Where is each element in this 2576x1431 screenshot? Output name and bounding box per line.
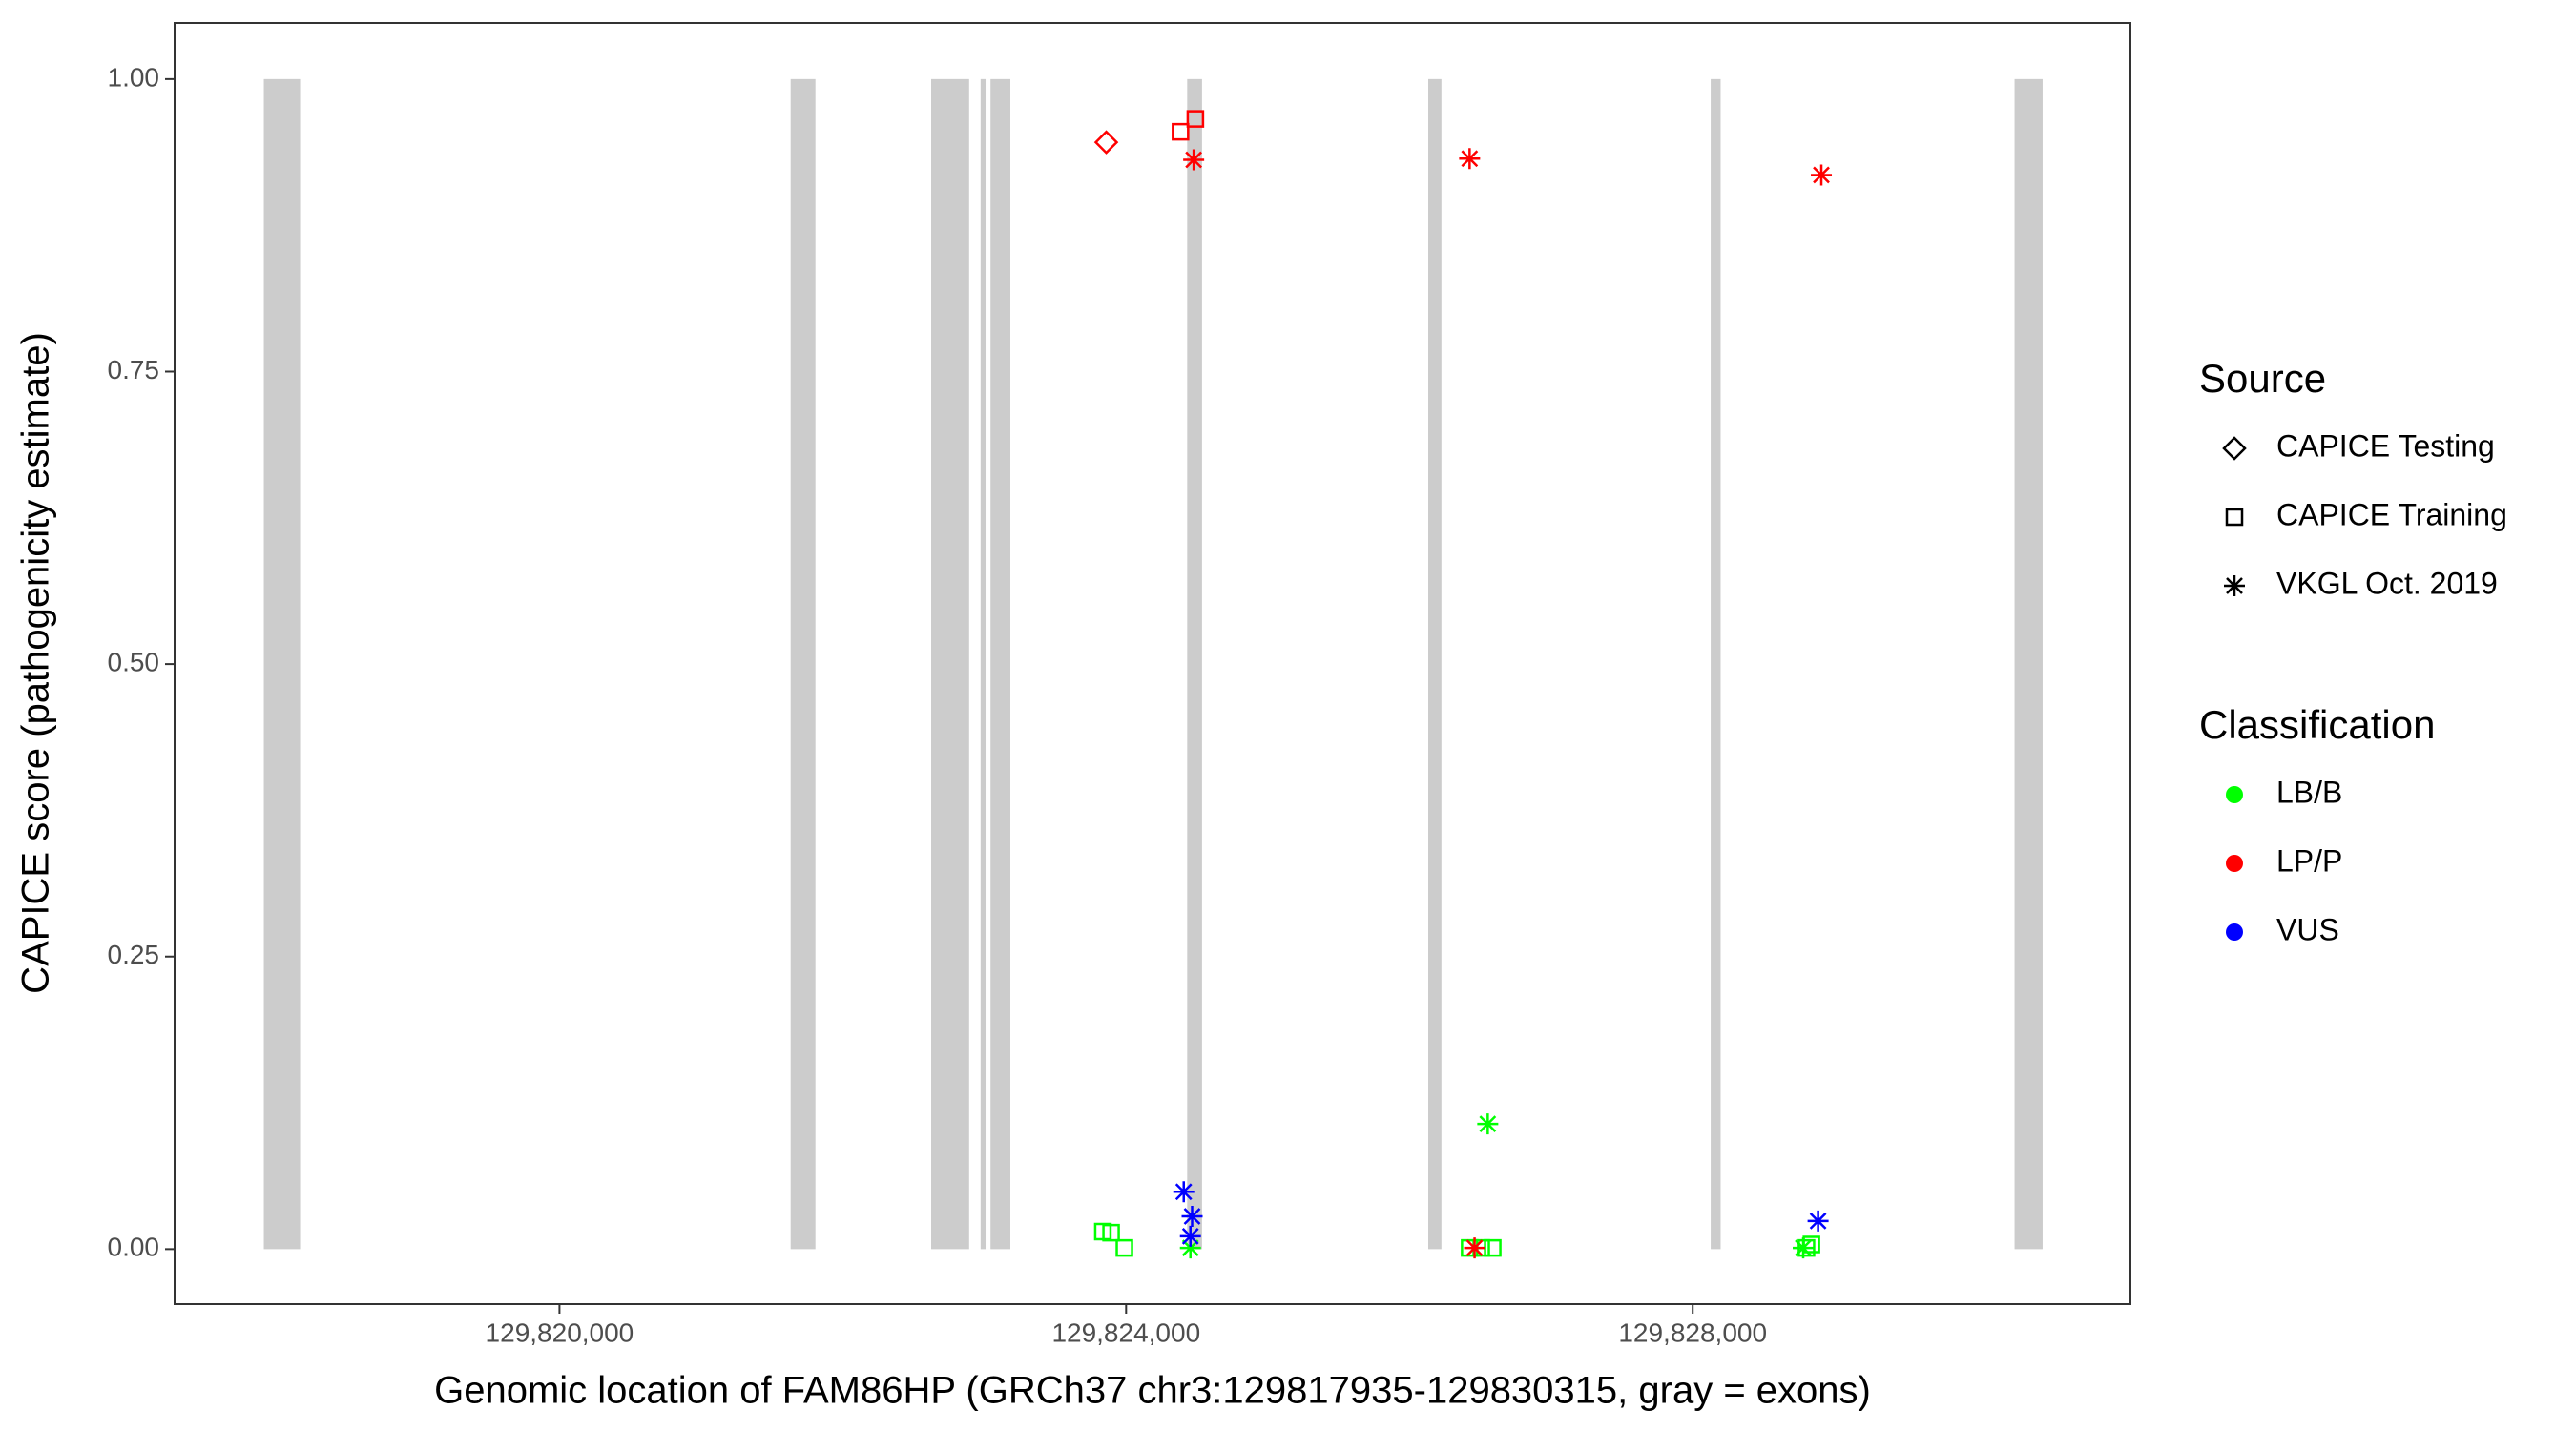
exon	[1711, 78, 1721, 1250]
exon	[2014, 78, 2043, 1250]
legend-label: LP/P	[2276, 843, 2342, 878]
exon	[931, 78, 969, 1250]
x-axis-title: Genomic location of FAM86HP (GRCh37 chr3…	[434, 1370, 1871, 1412]
x-tick-label: 129,824,000	[1051, 1317, 1200, 1347]
legend-label: CAPICE Testing	[2276, 428, 2495, 463]
y-tick-label: 0.50	[108, 648, 160, 677]
x-tick-label: 129,828,000	[1618, 1317, 1767, 1347]
legend-symbol	[2226, 786, 2243, 803]
y-tick-label: 0.75	[108, 355, 160, 384]
data-point	[1173, 1181, 1195, 1203]
exon	[980, 78, 987, 1250]
legend-symbol	[2225, 508, 2244, 527]
x-tick-label: 129,820,000	[486, 1317, 634, 1347]
legend-title: Classification	[2199, 702, 2435, 747]
data-point	[1183, 149, 1205, 171]
legend-label: CAPICE Training	[2276, 497, 2507, 531]
y-axis-title: CAPICE score (pathogenicity estimate)	[15, 332, 57, 994]
y-tick-label: 1.00	[108, 62, 160, 92]
data-point	[1797, 1238, 1816, 1257]
data-point	[1181, 1206, 1203, 1228]
legend-title: Source	[2199, 356, 2326, 401]
legend-symbol	[2226, 923, 2243, 941]
exon	[790, 78, 816, 1250]
exon	[1187, 78, 1202, 1250]
legend-symbol	[2224, 575, 2245, 596]
legend-symbol	[2226, 855, 2243, 872]
data-point	[1811, 164, 1833, 186]
y-tick-label: 0.00	[108, 1233, 160, 1262]
data-point	[1093, 130, 1119, 155]
data-point	[1484, 1238, 1502, 1257]
data-point	[1807, 1210, 1829, 1232]
y-tick-label: 0.25	[108, 940, 160, 969]
data-point	[1186, 110, 1205, 128]
data-point	[1115, 1238, 1133, 1257]
legend-label: VUS	[2276, 912, 2339, 946]
legend-symbol	[2222, 436, 2247, 461]
exon	[1428, 78, 1442, 1250]
data-point	[1477, 1113, 1499, 1135]
data-point	[1464, 1237, 1485, 1259]
data-point	[1179, 1225, 1201, 1247]
exon	[263, 78, 301, 1250]
legend-label: VKGL Oct. 2019	[2276, 566, 2498, 600]
data-point	[1802, 1235, 1820, 1254]
data-point	[1172, 122, 1190, 141]
exon	[990, 78, 1011, 1250]
data-point	[1459, 148, 1481, 170]
data-point	[1179, 1237, 1201, 1259]
legend-label: LB/B	[2276, 775, 2342, 809]
